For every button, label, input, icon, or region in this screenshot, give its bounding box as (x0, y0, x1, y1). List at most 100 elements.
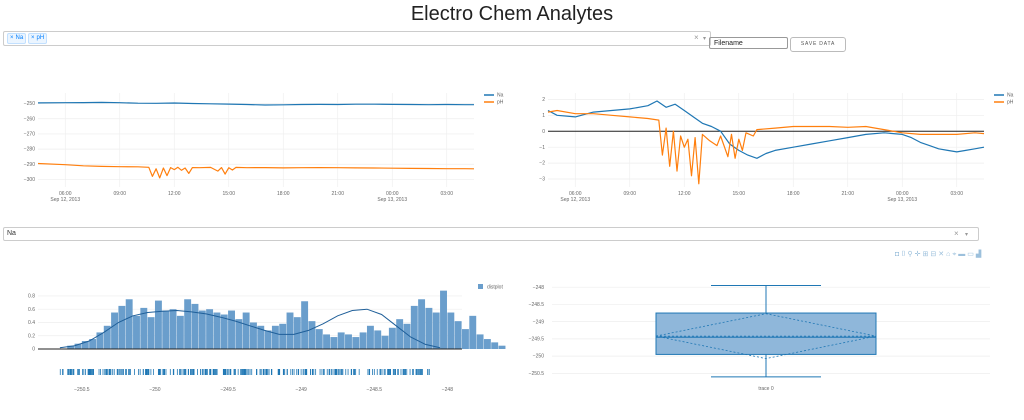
distplot-chart[interactable]: 0 0.2 0.4 0.6 0.8 −250.5 −250 −249.5 −249 −248.5 −… (0, 278, 512, 402)
x-tick-sublabel: Sep 12, 2013 (50, 197, 80, 203)
y-tick-label: −3 (539, 177, 545, 183)
y-tick-label: −270 (24, 132, 35, 138)
tag-na[interactable]: × Na (7, 33, 27, 44)
dropdown-caret-icon[interactable]: ▾ (703, 36, 707, 42)
y-tick-label: 0.2 (28, 333, 35, 339)
histogram-bar (366, 325, 374, 349)
series-line-ph (547, 109, 985, 185)
histogram-bar (213, 312, 221, 349)
autoscale-icon[interactable]: ✕ (938, 251, 945, 258)
pan-icon[interactable]: ✛ (914, 251, 921, 258)
histogram-bar (374, 330, 382, 349)
zoom-icon[interactable]: ⚲ (907, 251, 913, 258)
histogram-bar (191, 303, 199, 349)
histogram-bar (74, 343, 82, 349)
histogram-bar (228, 310, 235, 349)
y-tick-label: 0.4 (28, 320, 35, 326)
histogram-bar (425, 307, 433, 349)
kde-curve (59, 308, 441, 349)
save-plot-icon[interactable]: ⌷ (901, 251, 906, 258)
histogram-bar (315, 329, 323, 349)
x-tick-sublabel: Sep 13, 2013 (887, 197, 917, 203)
analyte-multiselect[interactable]: × Na × pH × ▾ (3, 31, 711, 46)
y-tick-label: 1 (542, 113, 545, 119)
histogram-bar (176, 315, 184, 349)
x-tick-label: −250 (149, 387, 160, 393)
zoom-out-icon[interactable]: ⊟ (930, 251, 937, 258)
legend-swatch (478, 284, 483, 289)
box-body (655, 312, 877, 355)
legend-label: pH (497, 100, 504, 106)
histogram-bar (133, 315, 140, 349)
y-tick-label: −250.5 (529, 371, 545, 377)
series-line-na (547, 100, 985, 159)
series-line-na (37, 101, 474, 106)
clear-icon[interactable]: × (954, 229, 959, 238)
histogram-bar (154, 300, 162, 349)
histogram-bar (410, 305, 418, 349)
histogram-bar (491, 342, 499, 349)
histogram-bar (125, 299, 133, 349)
legend-label: distplot (487, 285, 503, 291)
histogram-bar (323, 334, 331, 349)
histogram-bar (440, 290, 447, 349)
histogram-bar (206, 309, 214, 349)
x-tick-label: 12:00 (678, 191, 691, 197)
y-tick-label: −248 (533, 285, 544, 291)
y-tick-label: −1 (539, 145, 545, 151)
histogram-bar (140, 307, 148, 349)
histogram-bar (345, 334, 352, 349)
tag-label: pH (36, 35, 45, 41)
histogram-bar (483, 339, 491, 349)
camera-icon[interactable]: ◘ (895, 251, 900, 258)
histogram-bar (462, 329, 469, 349)
distribution-analyte-select[interactable]: Na × ▾ (3, 227, 979, 241)
filename-input[interactable]: Filename (709, 37, 788, 49)
histogram-bar (111, 312, 119, 349)
compare-hover-icon[interactable]: ▬ (958, 251, 966, 258)
clear-icon[interactable]: × (694, 33, 699, 42)
selected-value: Na (7, 230, 16, 237)
remove-tag-icon[interactable]: × (31, 35, 35, 41)
histogram-bar (96, 332, 104, 349)
tag-ph[interactable]: × pH (28, 33, 48, 44)
histogram-bar (308, 321, 316, 349)
histogram-bar (388, 327, 396, 349)
x-tick-label: −248.5 (367, 387, 383, 393)
histogram-bar (476, 334, 484, 349)
x-tick-sublabel: Sep 12, 2013 (560, 197, 590, 203)
y-tick-label: 0.8 (28, 294, 35, 300)
x-tick-label: 18:00 (277, 191, 290, 197)
histogram-bar (220, 314, 228, 349)
histogram-bar (67, 345, 75, 349)
remove-tag-icon[interactable]: × (10, 35, 14, 41)
x-tick-label: 00:00 (386, 191, 399, 197)
histogram-bar (403, 323, 411, 349)
box-plot-chart[interactable]: −248 −248.5 −249 −249.5 −250 −250.5 trace 0 (512, 278, 1024, 402)
y-tick-label: −249.5 (529, 336, 545, 342)
spike-lines-icon[interactable]: ⌖ (952, 251, 957, 258)
histogram-bar (396, 319, 404, 349)
histogram-bar (89, 339, 97, 349)
histogram-bar (103, 325, 111, 349)
plotly-logo-icon[interactable]: ▟ (975, 251, 982, 258)
histogram-bar (381, 335, 389, 349)
x-tick-label: 15:00 (222, 191, 235, 197)
histogram-bar (454, 321, 462, 349)
save-data-button[interactable]: SAVE DATA (790, 37, 846, 52)
legend-label: Na (497, 93, 504, 99)
x-tick-label: 06:00 (59, 191, 72, 197)
x-tick-label: −248 (442, 387, 453, 393)
x-tick-label: 09:00 (113, 191, 126, 197)
x-tick-label: 15:00 (732, 191, 745, 197)
y-tick-label: −248.5 (529, 302, 545, 308)
zoom-in-icon[interactable]: ⊞ (922, 251, 929, 258)
closest-hover-icon[interactable]: ▭ (967, 251, 974, 258)
dropdown-caret-icon[interactable]: ▾ (965, 232, 969, 238)
histogram-bar (271, 325, 279, 349)
reset-axes-icon[interactable]: ⌂ (946, 251, 951, 258)
histogram-bar (330, 337, 338, 349)
x-tick-label: 09:00 (623, 191, 636, 197)
